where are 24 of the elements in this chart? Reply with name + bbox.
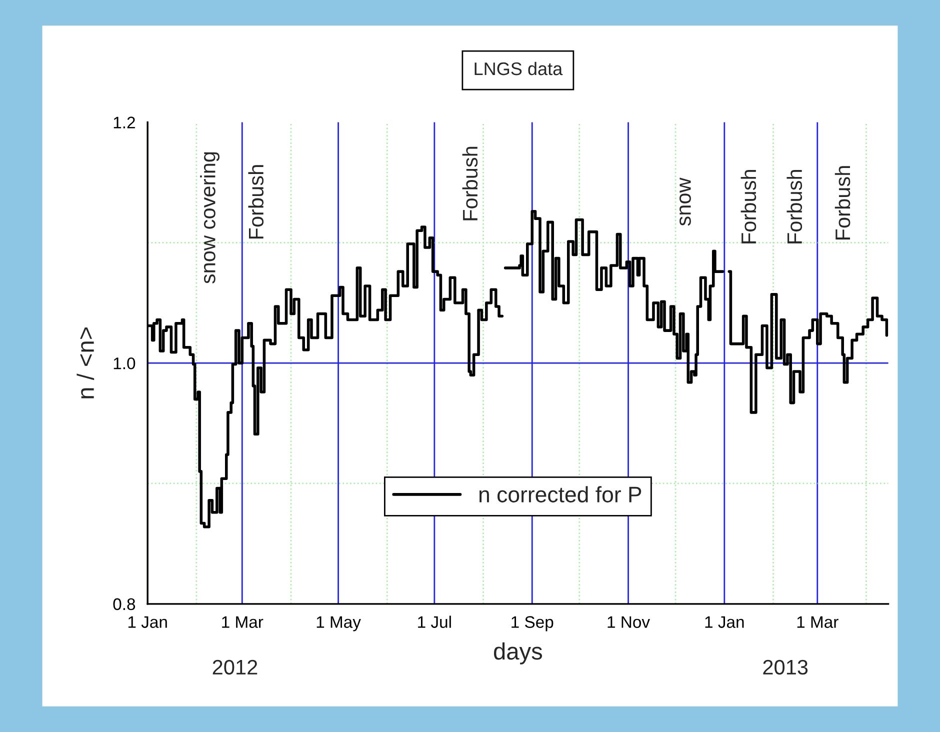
x-tick-label: 1 May [316, 616, 361, 632]
x-tick-label: 1 Nov [608, 616, 650, 628]
text: 2012 [212, 660, 258, 675]
legend-label: n corrected for P [480, 486, 642, 502]
annotation: Forbush [462, 146, 478, 220]
y-axis-title: n / <n> [76, 327, 94, 398]
annotation: Forbush [834, 166, 850, 240]
annotation: snow [680, 178, 691, 226]
annotation: snow covering [200, 152, 220, 284]
x-tick-label: 1 Jul [418, 616, 451, 628]
y-tick-label: 0.8 [113, 598, 136, 610]
x-axis-title: days [494, 642, 542, 664]
x-tick-label: 1 Mar [222, 616, 264, 628]
x-tick-label: 1 Jan [128, 616, 167, 628]
annotation: Forbush [248, 165, 264, 239]
text: 2013 [763, 660, 808, 675]
annotation: Forbush [786, 170, 802, 244]
annotation: Forbush [740, 170, 756, 244]
x-tick-label: 1 Sep [512, 616, 554, 632]
y-tick-label: 1.2 [114, 116, 135, 128]
x-tick-label: 1 Mar [797, 616, 838, 628]
x-tick-label: 1 Jan [705, 616, 744, 628]
chart-title: LNGS data [474, 62, 563, 76]
y-tick-label: 1.0 [114, 357, 136, 370]
